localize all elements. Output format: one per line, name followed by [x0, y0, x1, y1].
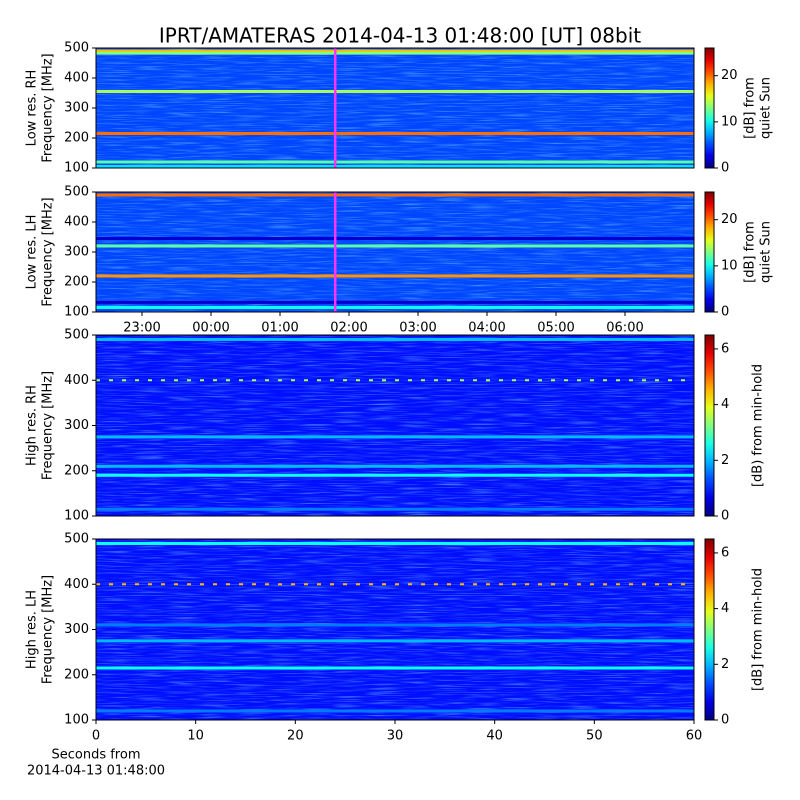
- colorbar-tick-label: 0: [721, 713, 729, 728]
- x-tick-label: 04:00: [468, 321, 505, 336]
- colorbar-tick-label: 10: [721, 114, 738, 129]
- spectrogram-noise: [96, 48, 694, 168]
- x-axis-label: 2014-04-13 01:48:00: [27, 764, 165, 779]
- colorbar-tick-label: 20: [721, 68, 738, 83]
- x-tick-label: 03:00: [399, 321, 436, 336]
- colorbar-tick-label: 6: [721, 341, 729, 356]
- colorbar-tick-label: 0: [721, 161, 729, 176]
- x-axis-label: Seconds from: [51, 748, 140, 763]
- spectrogram-noise: [96, 192, 694, 312]
- y-tick-label: 500: [64, 185, 89, 200]
- y-tick-label: 500: [64, 328, 89, 343]
- y-tick-label: 200: [64, 131, 89, 146]
- y-tick-label: 500: [64, 41, 89, 56]
- colorbar-tick-label: 6: [721, 545, 729, 560]
- y-axis-label: Frequency [MHz]: [41, 575, 56, 684]
- y-tick-label: 400: [64, 215, 89, 230]
- y-tick-label: 100: [64, 161, 89, 176]
- y-axis-label: High res. LH: [25, 590, 40, 669]
- x-tick-label: 01:00: [261, 321, 298, 336]
- y-axis-label: High res. RH: [25, 385, 40, 466]
- colorbar-tick-label: 2: [721, 657, 729, 672]
- y-tick-label: 300: [64, 418, 89, 433]
- y-tick-label: 300: [64, 245, 89, 260]
- colorbar: [704, 538, 715, 721]
- colorbar: [704, 334, 715, 517]
- y-tick-label: 300: [64, 101, 89, 116]
- x-tick-label: 20: [287, 729, 304, 744]
- colorbar-tick-label: 4: [721, 397, 729, 412]
- x-tick-label: 60: [686, 729, 703, 744]
- y-tick-label: 400: [64, 373, 89, 388]
- colorbar-label: quiet Sun: [759, 77, 774, 139]
- y-tick-label: 500: [64, 532, 89, 547]
- colorbar: [704, 47, 715, 169]
- colorbar-tick-label: 4: [721, 601, 729, 616]
- colorbar-label: [dB] from: [743, 221, 758, 283]
- y-tick-label: 400: [64, 71, 89, 86]
- x-tick-label: 30: [387, 729, 404, 744]
- colorbar-tick-label: 10: [721, 258, 738, 273]
- x-tick-label: 05:00: [537, 321, 574, 336]
- x-tick-label: 40: [486, 729, 503, 744]
- colorbar-tick-label: 0: [721, 305, 729, 320]
- colorbar-label: quiet Sun: [759, 221, 774, 283]
- x-tick-label: 02:00: [330, 321, 367, 336]
- x-tick-label: 50: [586, 729, 603, 744]
- x-tick-label: 23:00: [123, 321, 160, 336]
- y-axis-label: Low res. LH: [25, 215, 40, 290]
- spectrogram-noise: [96, 539, 694, 720]
- y-axis-label: Low res. RH: [25, 70, 40, 147]
- x-tick-label: 10: [187, 729, 204, 744]
- x-tick-label: 00:00: [192, 321, 229, 336]
- colorbar-label: [dB] from: [743, 77, 758, 139]
- y-tick-label: 100: [64, 713, 89, 728]
- y-tick-label: 400: [64, 577, 89, 592]
- figure-title: IPRT/AMATERAS 2014-04-13 01:48:00 [UT] 0…: [159, 24, 641, 48]
- spectrogram-noise: [96, 335, 694, 516]
- y-tick-label: 300: [64, 622, 89, 637]
- colorbar-label: [dB] from min-hold: [751, 568, 766, 691]
- colorbar-tick-label: 2: [721, 453, 729, 468]
- x-tick-label: 0: [92, 729, 100, 744]
- colorbar-tick-label: 20: [721, 212, 738, 227]
- x-tick-label: 06:00: [606, 321, 643, 336]
- y-axis-label: Frequency [MHz]: [41, 197, 56, 306]
- y-tick-label: 200: [64, 275, 89, 290]
- colorbar-tick-label: 0: [721, 509, 729, 524]
- colorbar: [704, 191, 715, 313]
- y-tick-label: 200: [64, 463, 89, 478]
- y-axis-label: Frequency [MHz]: [41, 53, 56, 162]
- y-axis-label: Frequency [MHz]: [41, 371, 56, 480]
- y-tick-label: 100: [64, 509, 89, 524]
- y-tick-label: 100: [64, 305, 89, 320]
- colorbar-label: [dB) from min-hold: [751, 364, 766, 487]
- y-tick-label: 200: [64, 667, 89, 682]
